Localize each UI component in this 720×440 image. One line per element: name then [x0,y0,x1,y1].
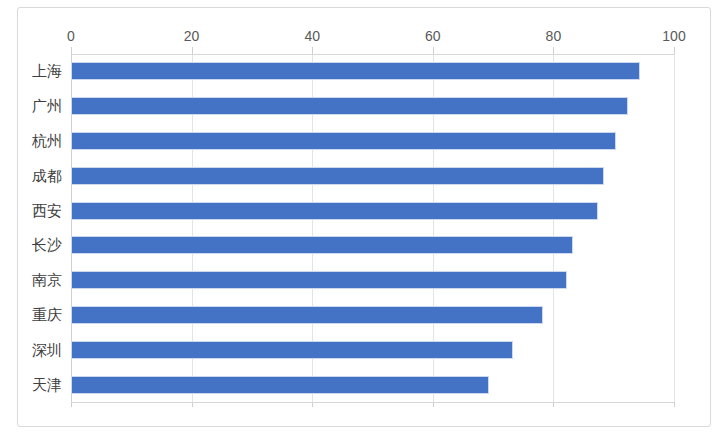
x-axis-line-top [71,54,674,55]
bar-西安 [72,203,597,219]
x-axis-tick-top [192,47,193,54]
x-axis-tick-label: 80 [546,28,562,44]
category-label: 杭州 [18,132,62,151]
chart-canvas: 0 20 40 60 80 100 上海广州杭州成都西安长沙南京重庆深圳天津 [0,0,720,440]
category-label: 成都 [18,166,62,185]
category-label: 上海 [18,62,62,81]
category-label: 南京 [18,271,62,290]
x-axis-tick-label: 40 [304,28,320,44]
bar-天津 [72,377,488,393]
x-axis-tick-label: 100 [662,28,685,44]
x-axis-tick-label: 60 [425,28,441,44]
x-axis-tick-label: 0 [67,28,75,44]
x-axis-tick-top [674,47,675,54]
bar-广州 [72,98,627,114]
gridline [674,54,675,402]
category-label: 西安 [18,201,62,220]
bar-南京 [72,272,566,288]
x-axis-tick-bottom [674,402,675,407]
x-axis-tick-top [71,47,72,54]
x-axis-tick-top [312,47,313,54]
x-axis-tick-top [433,47,434,54]
x-axis-tick-top [553,47,554,54]
bar-成都 [72,168,603,184]
x-axis-line-bottom [71,402,674,403]
category-label: 天津 [18,375,62,394]
bar-上海 [72,63,639,79]
x-axis-tick-label: 20 [184,28,200,44]
bar-重庆 [72,307,542,323]
bar-长沙 [72,237,572,253]
category-label: 广州 [18,97,62,116]
category-label: 深圳 [18,340,62,359]
category-label: 重庆 [18,306,62,325]
chart-frame: 0 20 40 60 80 100 上海广州杭州成都西安长沙南京重庆深圳天津 [17,7,711,427]
category-label: 长沙 [18,236,62,255]
bar-深圳 [72,342,512,358]
bar-杭州 [72,133,615,149]
